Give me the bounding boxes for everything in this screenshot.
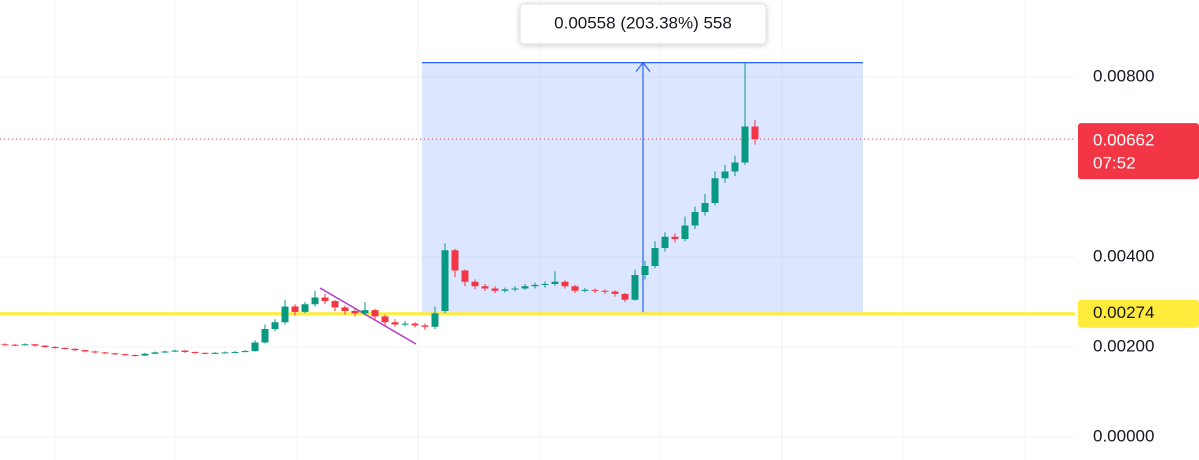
candle-body (181, 350, 189, 352)
candle-body (691, 211, 699, 226)
candle-body (331, 301, 339, 308)
candle-body (291, 306, 299, 312)
horizontal-line-label: 0.00274 (1093, 303, 1154, 322)
y-tick-label: 0.00400 (1093, 246, 1154, 265)
candle-body (651, 248, 659, 267)
candle-body (231, 351, 239, 353)
candle-body (641, 266, 649, 276)
candle-body (551, 281, 559, 285)
candle-body (111, 353, 119, 355)
candle-body (161, 351, 169, 353)
candle-body (501, 289, 509, 291)
candle-body (591, 289, 599, 291)
candle-body (471, 281, 479, 287)
trend-line (319, 287, 417, 345)
candle-body (171, 350, 179, 352)
candle-body (221, 352, 229, 354)
candle-body (411, 323, 419, 326)
candle-body (311, 297, 319, 305)
candle-body (71, 348, 79, 351)
candle-body (671, 236, 679, 240)
candle-body (631, 275, 639, 300)
candle-body (281, 306, 289, 323)
candle-body (341, 307, 349, 312)
y-tick-label: 0.00200 (1093, 336, 1154, 355)
candle-body (101, 352, 109, 354)
candle-body (391, 322, 399, 325)
candle-body (81, 350, 89, 352)
candle-body (511, 288, 519, 290)
candle-body (151, 352, 159, 354)
candle-body (121, 354, 129, 356)
candle-body (1, 344, 9, 346)
candle-body (601, 290, 609, 292)
candle-body (661, 236, 669, 249)
candle-body (681, 225, 689, 240)
candle-body (711, 178, 719, 203)
last-price-tag (1078, 123, 1199, 180)
candle-body (451, 250, 459, 271)
candle-body (491, 288, 499, 291)
candle-body (361, 310, 369, 314)
candle-body (371, 310, 379, 317)
candle-body (91, 351, 99, 353)
candle-body (211, 352, 219, 354)
measure-label: 0.00558 (203.38%) 558 (554, 13, 732, 32)
candle-body (141, 353, 149, 356)
candle-body (401, 323, 409, 325)
candle-body (31, 344, 39, 346)
candle-body (581, 289, 589, 291)
countdown-label: 07:52 (1093, 154, 1136, 173)
candle-body (751, 126, 759, 140)
candle-body (571, 286, 579, 291)
candle-body (481, 286, 489, 289)
last-price-label: 0.00662 (1093, 131, 1154, 150)
candle-body (721, 171, 729, 179)
candle-body (521, 286, 529, 289)
candle-body (431, 313, 439, 327)
candle-body (201, 352, 209, 354)
candle-body (531, 284, 539, 287)
candle-body (561, 281, 569, 287)
candle-body (441, 250, 449, 312)
candle-body (621, 293, 629, 300)
candle-body (251, 342, 259, 352)
candle-body (381, 316, 389, 323)
candle-body (41, 345, 49, 348)
candle-body (271, 322, 279, 330)
candle-body (541, 284, 549, 286)
candle-body (11, 344, 19, 346)
y-tick-label: 0.00000 (1093, 426, 1154, 445)
candle-body (191, 351, 199, 353)
measure-arrow-head (635, 61, 651, 72)
y-tick-label: 0.00800 (1093, 66, 1154, 85)
candle-body (741, 126, 749, 163)
candle-body (261, 329, 269, 343)
candle-body (351, 311, 359, 314)
horizontal-line-tag (1078, 299, 1199, 328)
candle-body (701, 202, 709, 212)
candle-body (731, 162, 739, 172)
measure-label-box (519, 3, 767, 45)
candle-body (321, 297, 329, 302)
candle-body (21, 344, 29, 346)
candle-body (61, 347, 69, 349)
candle-body (611, 291, 619, 294)
candle-body (241, 351, 249, 353)
candle-body (131, 355, 139, 357)
candle-body (51, 347, 59, 349)
candle-body (301, 304, 309, 312)
candle-body (421, 325, 429, 327)
candle-body (461, 270, 469, 282)
